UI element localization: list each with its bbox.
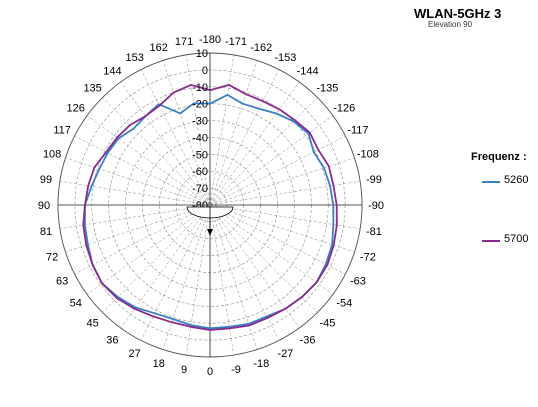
radial-tick-label: -20 [192,99,208,111]
grid-spoke [209,81,300,206]
angle-tick-label: -9 [231,364,241,376]
angle-tick-label: -135 [316,83,338,95]
angle-tick-label: -180 [199,34,221,46]
angle-tick-label: -81 [366,226,382,238]
angle-tick-label: 27 [129,348,141,360]
grid-spoke [185,204,211,356]
angle-tick-label: 135 [83,83,101,95]
chart-subtitle: Elevation 90 [428,20,473,29]
grid-spoke [162,204,211,350]
angle-tick-label: -63 [350,275,366,287]
grid-spoke [209,69,280,206]
grid-spoke [209,204,346,275]
angle-tick-label: 63 [56,275,68,287]
grid-spoke [209,204,361,230]
grid-spoke [209,97,318,206]
angle-tick-label: -45 [319,317,335,329]
grid-spoke [74,204,211,275]
radial-tick-label: 0 [202,65,208,77]
angle-tick-label: 90 [38,200,50,212]
grid-spoke [140,204,211,341]
angle-tick-label: -117 [347,125,368,137]
angle-tick-label: -171 [225,36,247,48]
grid-spoke [209,60,258,206]
grid-spoke [209,115,334,206]
angle-tick-label: -126 [333,102,355,114]
grid-spoke [209,204,300,329]
angle-tick-label: 9 [181,364,187,376]
angle-tick-label: 153 [125,52,143,64]
center-marker [186,206,234,236]
grid-spoke [65,157,211,206]
radial-tick-label: -10 [192,82,208,94]
angle-tick-label: 171 [175,36,193,48]
grid-spoke [209,204,235,356]
angle-tick-label: 18 [153,358,165,370]
angle-tick-label: 99 [40,174,52,186]
grid-spoke [120,81,211,206]
angle-tick-label: -72 [360,251,376,263]
angle-tick-label: 117 [53,125,71,137]
grid-spoke [185,54,211,206]
grid-spoke [140,69,211,206]
angle-tick-label: 81 [40,226,52,238]
angle-tick-label: 126 [67,102,85,114]
grid-spoke [209,157,355,206]
grid-spoke [120,204,211,329]
angle-tick-label: 108 [43,149,61,161]
angle-tick-label: 36 [106,334,118,346]
angle-tick-label: -54 [336,298,352,310]
angle-tick-label: -108 [357,149,379,161]
legend-label-5700: 5700 [504,233,529,245]
legend-title: Frequenz : [471,151,527,163]
radial-tick-label: -40 [192,132,208,144]
legend-swatch-5260 [482,181,500,183]
angle-tick-label: -27 [277,348,293,360]
radial-tick-label: -50 [192,149,208,161]
polar-grid [57,52,363,358]
angle-tick-label: -162 [250,42,272,54]
angle-tick-label: 0 [207,366,213,378]
title-block: WLAN-5GHz 3 Elevation 90 [414,6,532,29]
angle-tick-label: -153 [274,52,296,64]
series-line-5260 [84,94,335,330]
grid-spoke [209,180,361,206]
angle-tick-label: 45 [86,317,98,329]
grid-spoke [209,135,346,206]
angle-tick-label: -36 [300,334,316,346]
radial-tick-label: -70 [192,183,208,195]
chart-title: WLAN-5GHz 3 [414,6,502,21]
angle-tick-label: 144 [103,66,121,78]
angle-tick-label: -144 [297,66,319,78]
grid-spoke [209,204,280,341]
series-line-5700 [82,84,338,331]
angle-tick-label: -90 [368,200,384,212]
angle-tick-label: -18 [253,358,269,370]
grid-spoke [162,60,211,206]
grid-spoke [209,204,334,295]
grid-spoke [102,97,211,206]
center-marker-arrow [207,229,213,236]
legend-swatch-5700 [482,240,500,242]
grid-spoke [59,180,211,206]
grid-spoke [74,135,211,206]
series-layer [82,84,338,331]
angle-tick-label: 162 [150,42,168,54]
grid-spoke [102,204,211,313]
label-layer: -180 -171-162-153-144-135-126-117-108-99-… [38,34,384,378]
radial-tick-label: -30 [192,116,208,128]
angle-tick-label: 54 [70,298,82,310]
grid-spoke [65,204,211,253]
grid-spoke [209,54,235,206]
angle-tick-label: -99 [366,174,382,186]
grid-spoke [209,204,355,253]
angle-tick-label: 72 [46,251,58,263]
grid-spoke [209,204,318,313]
radial-tick-label: -60 [192,166,208,178]
radial-tick-label: 10 [196,48,208,60]
legend-label-5260: 5260 [504,174,529,186]
grid-spoke [86,115,211,206]
grid-spoke [86,204,211,295]
